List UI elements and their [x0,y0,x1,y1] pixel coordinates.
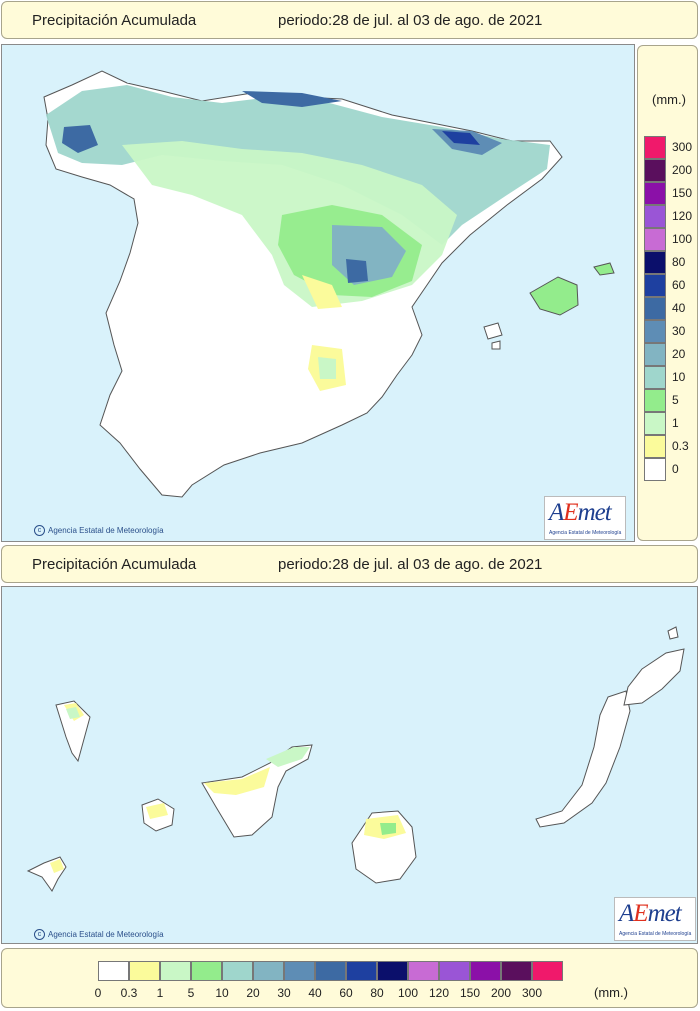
legend-h-swatch [98,961,129,981]
canary-map-title: Precipitación Acumulada [32,556,197,573]
legend-swatch [644,159,666,182]
legend-swatch [644,205,666,228]
legend-label: 20 [672,347,686,361]
legend-h-swatch [222,961,253,981]
fuerteventura-island [535,690,631,828]
mallorca-island [529,276,579,316]
legend-swatch [644,182,666,205]
legend-label: 80 [672,255,686,269]
legend-swatch [644,435,666,458]
canary-map-period: periodo:28 de jul. al 03 de ago. de 2021 [278,556,543,573]
legend-vertical: (mm.) 0 0.3 1 5 10 20 30 40 60 80 100 120 150 200 300 [637,45,698,541]
legend-label: 30 [672,324,686,338]
gran-canaria-precip-green [380,823,396,835]
legend-h-label: 5 [187,986,195,1000]
canary-aemet-logo: AEmet Agencia Estatal de Meteorología [614,897,696,941]
legend-h-swatch [408,961,439,981]
legend-label: 300 [672,140,693,154]
ibiza-island [483,322,503,340]
precip-cantabrian [242,91,342,107]
legend-h-label: 100 [397,986,419,1000]
precip-very-heavy-north [442,131,480,145]
legend-h-swatch [532,961,563,981]
legend-swatch [644,297,666,320]
legend-h-swatch [315,961,346,981]
legend-label: 200 [672,163,693,177]
legend-label: 40 [672,301,686,315]
la-palma-precip-green [66,707,80,719]
legend-unit: (mm.) [652,92,686,107]
map-period: periodo:28 de jul. al 03 de ago. de 2021 [278,12,543,29]
legend-horizontal: 0 0.3 1 5 10 20 30 40 60 80 100 120 150 200 300 (mm.) [1,948,698,1008]
legend-swatch [644,412,666,435]
top-title-bar: Precipitación Acumulada periodo:28 de ju… [1,1,698,39]
legend-h-unit: (mm.) [594,985,628,1000]
legend-h-swatch [253,961,284,981]
canary-title-bar: Precipitación Acumulada periodo:28 de ju… [1,545,698,583]
legend-h-label: 80 [370,986,384,1000]
precip-trace-yellow-1 [302,275,342,309]
legend-h-swatch [346,961,377,981]
precip-trace-green-small [318,357,336,379]
legend-h-swatch [284,961,315,981]
legend-h-label: 1 [156,986,164,1000]
legend-label: 0 [672,462,679,476]
peninsula-map: c Agencia Estatal de Meteorología AEmet … [1,44,635,542]
legend-swatch [644,320,666,343]
legend-h-swatch [160,961,191,981]
legend-h-swatch [501,961,532,981]
legend-label: 60 [672,278,686,292]
legend-label: 100 [672,232,693,246]
legend-h-label: 0 [94,986,102,1000]
tenerife-island [201,744,313,838]
precip-iberian-peak [346,259,368,283]
legend-h-label: 120 [428,986,450,1000]
legend-swatch [644,389,666,412]
precip-heavy-galicia [62,125,98,153]
legend-label: 1 [672,416,679,430]
legend-h-swatch [377,961,408,981]
legend-h-label: 30 [277,986,291,1000]
legend-h-label: 40 [308,986,322,1000]
copyright-icon: c [34,525,45,536]
legend-h-label: 300 [521,986,543,1000]
legend-h-label: 0.3 [120,986,138,1000]
legend-h-swatch [470,961,501,981]
legend-label: 5 [672,393,679,407]
canary-map: c Agencia Estatal de Meteorología AEmet … [1,586,698,944]
legend-swatch [644,458,666,481]
aemet-logo: AEmet Agencia Estatal de Meteorología [544,496,626,540]
tenerife-precip-yellow [204,767,270,795]
copyright-icon: c [34,929,45,940]
canary-map-credit: c Agencia Estatal de Meteorología [34,929,164,940]
menorca-island [593,262,615,276]
la-graciosa-island [667,626,679,640]
map-title: Precipitación Acumulada [32,12,197,29]
legend-h-label: 10 [215,986,229,1000]
legend-h-swatch [439,961,470,981]
lanzarote-island [623,648,685,706]
legend-swatch [644,136,666,159]
legend-swatch [644,228,666,251]
map-credit: c Agencia Estatal de Meteorología [34,525,164,536]
legend-h-label: 200 [490,986,512,1000]
legend-h-label: 150 [459,986,481,1000]
legend-h-swatch [191,961,222,981]
la-gomera-precip [146,803,168,819]
legend-swatch [644,343,666,366]
legend-h-swatch [129,961,160,981]
legend-h-label: 60 [339,986,353,1000]
legend-swatch [644,274,666,297]
legend-label: 120 [672,209,693,223]
tenerife-precip-green [266,747,310,767]
legend-label: 10 [672,370,686,384]
legend-label: 150 [672,186,693,200]
formentera-island [491,340,501,350]
legend-swatch [644,251,666,274]
legend-label: 0.3 [672,439,689,453]
legend-swatch [644,366,666,389]
el-hierro-precip [50,859,64,873]
legend-h-label: 20 [246,986,260,1000]
